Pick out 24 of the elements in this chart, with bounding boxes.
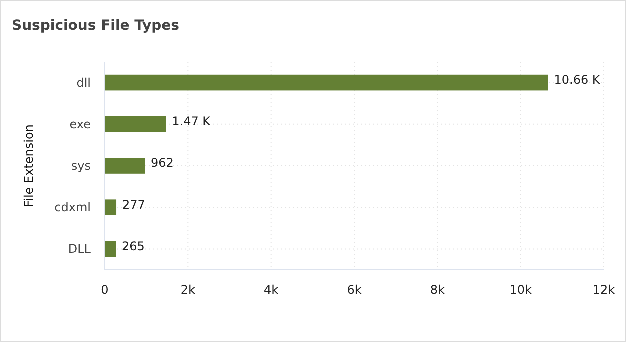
bar (105, 158, 146, 174)
x-tick-label: 10k (510, 283, 532, 297)
y-tick-label: sys (71, 159, 91, 173)
x-tick-label: 6k (347, 283, 362, 297)
bar (105, 241, 116, 258)
y-axis-title: File Extension (22, 124, 36, 208)
data-label: 265 (122, 239, 145, 254)
x-tick-label: 0 (101, 283, 109, 297)
bar (105, 74, 548, 91)
data-label: 1.47 K (172, 114, 212, 129)
chart-title: Suspicious File Types (12, 18, 180, 34)
x-tick-label: 2k (180, 283, 196, 297)
data-label: 277 (122, 198, 146, 212)
y-tick-label: exe (70, 117, 91, 132)
x-tick-label: 8k (430, 283, 446, 297)
bar (105, 200, 117, 216)
x-tick-label: 12k (592, 283, 616, 297)
data-label: 10.66 K (554, 73, 602, 87)
bar (105, 116, 166, 132)
y-tick-label: cdxml (54, 200, 91, 215)
y-tick-label: DLL (68, 242, 92, 256)
data-label: 962 (151, 156, 174, 170)
x-tick-label: 4k (264, 283, 279, 297)
y-tick-label: dll (76, 76, 91, 90)
